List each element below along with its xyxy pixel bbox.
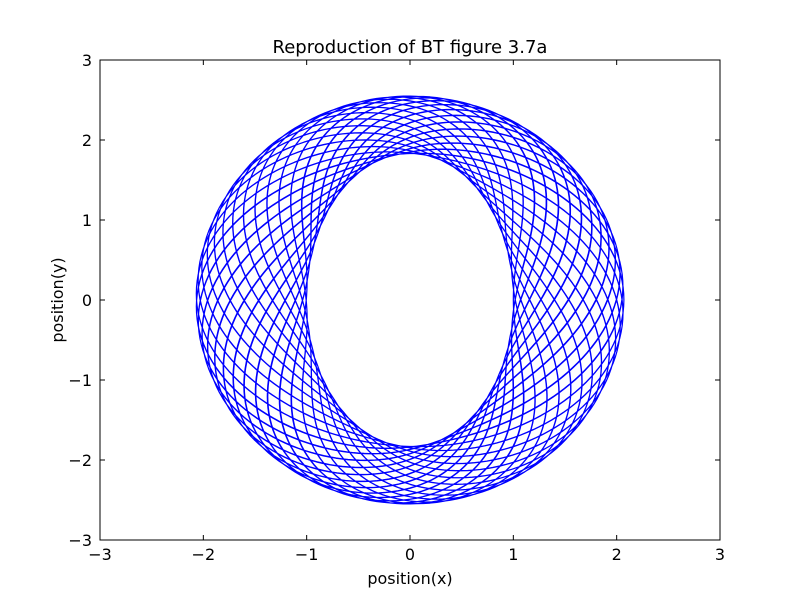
y-tick-label: 0	[82, 291, 92, 310]
y-tick-label: 1	[82, 211, 92, 230]
y-axis-label: position(y)	[48, 257, 67, 342]
x-tick-label: −3	[88, 545, 112, 564]
x-tick-label: 2	[612, 545, 622, 564]
x-tick-label: −2	[192, 545, 216, 564]
y-tick-label: 2	[82, 131, 92, 150]
x-tick-label: 0	[405, 545, 415, 564]
y-tick-label: −3	[68, 531, 92, 550]
x-axis-label: position(x)	[367, 569, 452, 588]
y-tick-label: −2	[68, 451, 92, 470]
orbit-series	[195, 95, 625, 505]
x-tick-label: 1	[508, 545, 518, 564]
y-tick-label: −1	[68, 371, 92, 390]
y-tick-label: 3	[82, 51, 92, 70]
chart-title: Reproduction of BT figure 3.7a	[273, 37, 548, 58]
plot-area-frame	[99, 59, 721, 541]
tick-labels: −3 −2 −1 0 1 2 3 −3 −2 −1 0 1 2 3	[68, 51, 725, 564]
x-tick-label: −1	[295, 545, 319, 564]
orbit-line	[195, 95, 625, 505]
x-tick-label: 3	[715, 545, 725, 564]
